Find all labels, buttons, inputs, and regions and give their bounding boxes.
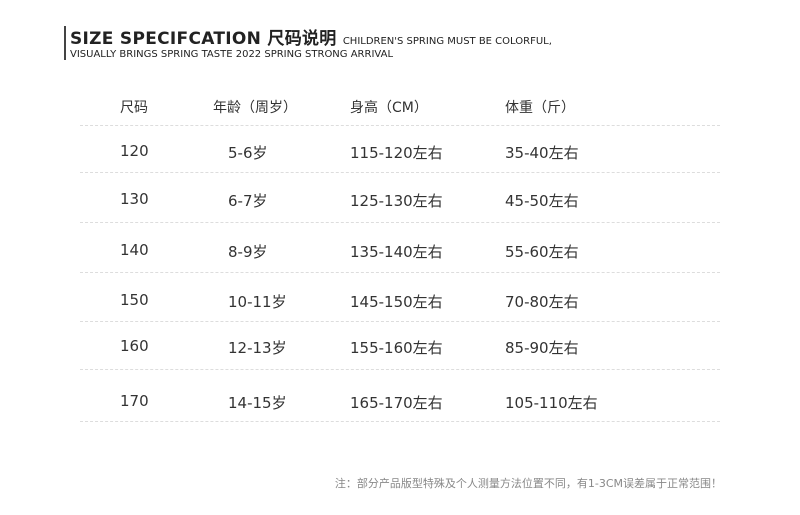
table-cell: 12-13岁 (228, 339, 287, 357)
page-title: SIZE SPECIFCATION 尺码说明 CHILDREN'S SPRING… (70, 24, 552, 49)
table-cell: 160 (120, 337, 149, 355)
table-cell: 130 (120, 190, 149, 208)
row-divider (80, 369, 720, 370)
table-cell: 135-140左右 (350, 243, 443, 261)
subtitle-text: CHILDREN'S SPRING MUST BE COLORFUL, (342, 36, 552, 47)
table-cell: 45-50左右 (505, 192, 579, 210)
row-divider (80, 222, 720, 223)
row-divider (80, 321, 720, 322)
row-divider (80, 272, 720, 273)
title-text: SIZE SPECIFCATION 尺码说明 (70, 29, 337, 49)
table-cell: 5-6岁 (228, 144, 268, 162)
table-cell: 140 (120, 241, 149, 259)
table-cell: 70-80左右 (505, 293, 579, 311)
row-divider (80, 172, 720, 173)
table-cell: 115-120左右 (350, 144, 443, 162)
column-header: 体重（斤） (505, 100, 575, 116)
table-cell: 55-60左右 (505, 243, 579, 261)
table-cell: 105-110左右 (505, 394, 598, 412)
table-cell: 6-7岁 (228, 192, 268, 210)
row-divider (80, 421, 720, 422)
table-cell: 155-160左右 (350, 339, 443, 357)
table-cell: 14-15岁 (228, 394, 287, 412)
row-divider (80, 125, 720, 126)
table-cell: 120 (120, 142, 149, 160)
table-cell: 145-150左右 (350, 293, 443, 311)
table-cell: 8-9岁 (228, 243, 268, 261)
title-accent-bar (64, 26, 66, 60)
column-header: 身高（CM） (350, 100, 428, 116)
table-cell: 170 (120, 392, 149, 410)
tagline: VISUALLY BRINGS SPRING TASTE 2022 SPRING… (70, 49, 394, 60)
table-cell: 35-40左右 (505, 144, 579, 162)
footnote: 注：部分产品版型特殊及个人测量方法位置不同，有1-3CM误差属于正常范围！ (334, 477, 722, 490)
table-cell: 165-170左右 (350, 394, 443, 412)
column-header: 尺码 (120, 100, 148, 116)
table-cell: 10-11岁 (228, 293, 287, 311)
table-cell: 85-90左右 (505, 339, 579, 357)
table-cell: 125-130左右 (350, 192, 443, 210)
column-header: 年龄（周岁） (213, 100, 297, 116)
table-cell: 150 (120, 291, 149, 309)
